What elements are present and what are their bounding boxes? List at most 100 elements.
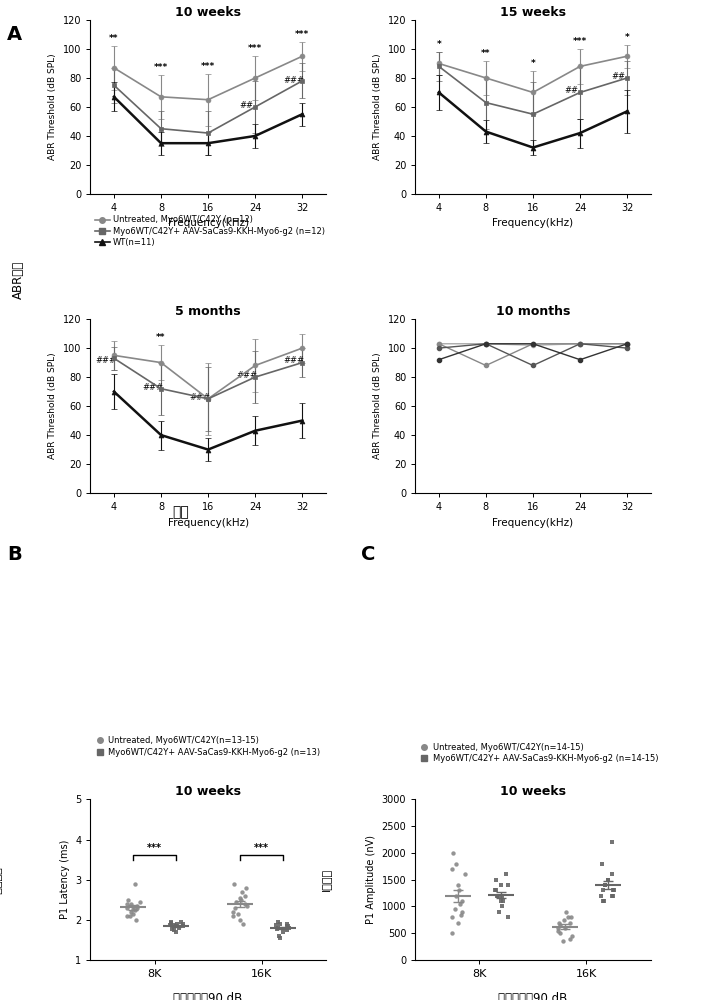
Point bbox=[235, 912, 247, 928]
Text: *: * bbox=[625, 33, 630, 42]
Text: C: C bbox=[362, 545, 376, 564]
Point bbox=[240, 880, 252, 896]
Legend: Untreated, Myo6WT/C42Y(n=13-15), Myo6WT/C42Y+ AAV-SaCas9-KKH-Myo6-g2 (n=13): Untreated, Myo6WT/C42Y(n=13-15), Myo6WT/… bbox=[95, 736, 320, 757]
Text: ##: ## bbox=[240, 101, 254, 110]
Point bbox=[129, 876, 141, 892]
Point bbox=[227, 904, 239, 920]
Point bbox=[239, 888, 251, 904]
Point bbox=[121, 900, 133, 916]
Point bbox=[275, 930, 286, 946]
Point bbox=[452, 915, 463, 931]
Text: ##: ## bbox=[565, 86, 578, 95]
Point bbox=[121, 908, 132, 924]
Text: ###: ### bbox=[236, 371, 257, 380]
Text: ###: ### bbox=[95, 356, 116, 365]
Y-axis label: P1 Amplitude (nV): P1 Amplitude (nV) bbox=[366, 835, 376, 924]
X-axis label: Frequency(kHz): Frequency(kHz) bbox=[168, 218, 249, 228]
Point bbox=[283, 920, 295, 936]
Point bbox=[121, 896, 133, 912]
Point bbox=[126, 896, 137, 912]
Point bbox=[446, 909, 458, 925]
Y-axis label: P1 Latency (ms): P1 Latency (ms) bbox=[59, 840, 69, 919]
Title: 10 weeks: 10 weeks bbox=[175, 785, 241, 798]
Point bbox=[490, 882, 502, 898]
Point bbox=[450, 888, 462, 904]
Text: 频率: 频率 bbox=[172, 505, 189, 519]
Point bbox=[230, 894, 241, 910]
Point bbox=[281, 918, 293, 934]
Text: ***: *** bbox=[295, 30, 309, 39]
Point bbox=[170, 924, 181, 940]
Point bbox=[164, 917, 176, 933]
Point bbox=[274, 916, 286, 932]
Point bbox=[446, 925, 458, 941]
Text: ##: ## bbox=[612, 72, 625, 81]
Text: ***: *** bbox=[154, 63, 168, 72]
Point bbox=[560, 920, 571, 936]
Point bbox=[272, 914, 283, 930]
Point bbox=[127, 901, 139, 917]
Point bbox=[281, 922, 293, 938]
Point bbox=[168, 917, 179, 933]
Text: ***: *** bbox=[201, 62, 215, 71]
Point bbox=[170, 918, 181, 934]
Point bbox=[565, 909, 576, 925]
Point bbox=[236, 884, 247, 900]
Text: **: ** bbox=[481, 49, 491, 58]
Point bbox=[450, 856, 462, 872]
Point bbox=[131, 912, 142, 928]
Point bbox=[177, 916, 189, 932]
Point bbox=[457, 893, 469, 909]
Point bbox=[228, 876, 240, 892]
Legend: Untreated, Myo6WT/C42Y (n=12), Myo6WT/C42Y+ AAV-SaCas9-KKH-Myo6-g2 (n=12), WT(n=: Untreated, Myo6WT/C42Y (n=12), Myo6WT/C4… bbox=[95, 215, 325, 247]
Text: 声音强度：90 dB: 声音强度：90 dB bbox=[174, 992, 243, 1000]
Point bbox=[607, 888, 619, 904]
Point bbox=[500, 866, 512, 882]
Point bbox=[177, 918, 189, 934]
Point bbox=[166, 914, 177, 930]
Point bbox=[554, 925, 565, 941]
Point bbox=[124, 908, 136, 924]
Point bbox=[489, 872, 501, 888]
Point bbox=[281, 916, 293, 932]
Point bbox=[272, 920, 283, 936]
Point bbox=[496, 888, 508, 904]
X-axis label: Frequency(kHz): Frequency(kHz) bbox=[168, 518, 249, 528]
Point bbox=[134, 894, 145, 910]
Point bbox=[277, 924, 288, 940]
Text: **: ** bbox=[109, 34, 119, 43]
X-axis label: Frequency(kHz): Frequency(kHz) bbox=[492, 518, 573, 528]
Y-axis label: ABR Threshold (dB SPL): ABR Threshold (dB SPL) bbox=[373, 54, 382, 160]
Point bbox=[452, 877, 463, 893]
Text: ###: ### bbox=[283, 76, 304, 85]
Point bbox=[607, 882, 618, 898]
Point bbox=[562, 909, 574, 925]
Point bbox=[557, 933, 569, 949]
Title: 5 months: 5 months bbox=[175, 305, 241, 318]
Text: ***: *** bbox=[147, 843, 162, 853]
Point bbox=[455, 907, 467, 923]
Point bbox=[448, 845, 459, 861]
Point bbox=[456, 904, 468, 920]
Point bbox=[564, 915, 576, 931]
Text: *: * bbox=[531, 59, 535, 68]
Point bbox=[171, 916, 183, 932]
Text: **: ** bbox=[156, 333, 166, 342]
Point bbox=[454, 882, 466, 898]
Y-axis label: ABR Threshold (dB SPL): ABR Threshold (dB SPL) bbox=[48, 353, 57, 459]
Point bbox=[566, 928, 578, 944]
Point bbox=[238, 916, 249, 932]
Point bbox=[597, 893, 609, 909]
Text: ***: *** bbox=[248, 44, 262, 53]
Text: I波振幅: I波振幅 bbox=[321, 868, 331, 891]
Point bbox=[236, 892, 247, 908]
Point bbox=[560, 904, 572, 920]
Point bbox=[493, 904, 505, 920]
Point bbox=[606, 888, 617, 904]
Point bbox=[502, 877, 513, 893]
Point bbox=[234, 890, 245, 906]
Text: 声音强度：90 dB: 声音强度：90 dB bbox=[498, 992, 568, 1000]
Point bbox=[447, 861, 458, 877]
Point bbox=[555, 917, 566, 933]
Point bbox=[454, 896, 466, 912]
